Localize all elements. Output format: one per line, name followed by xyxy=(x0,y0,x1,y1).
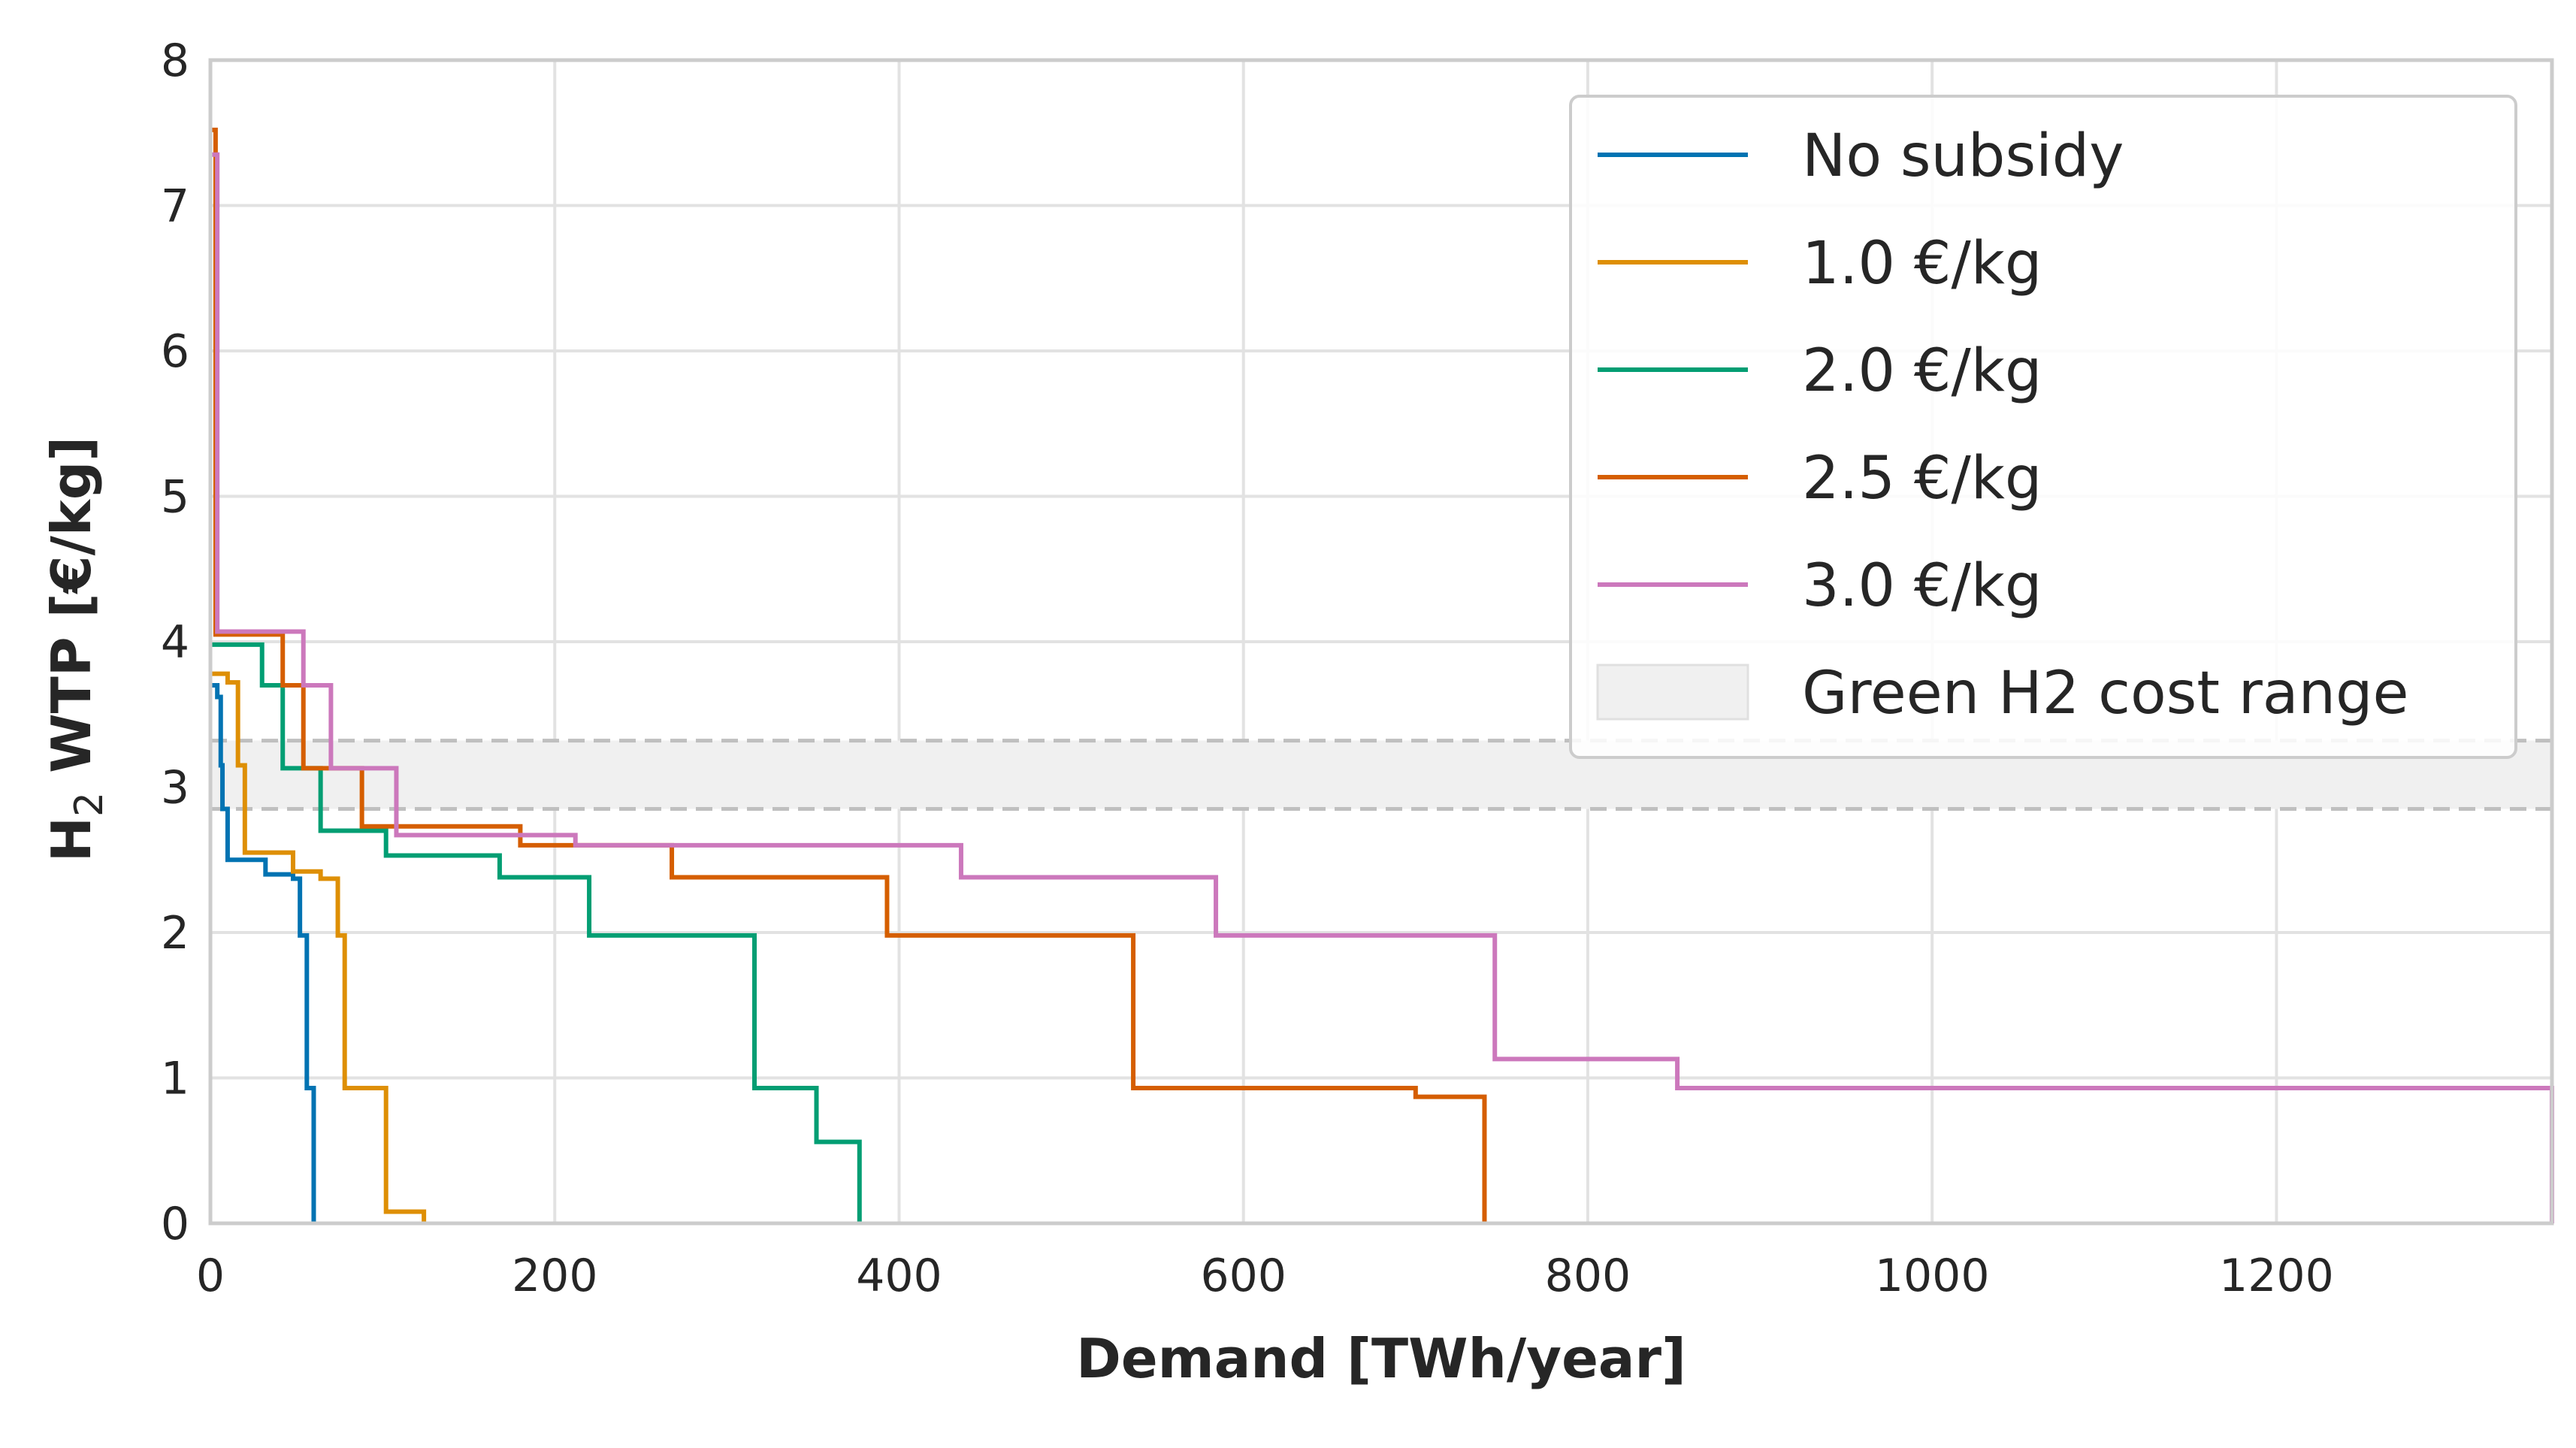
plot-frame xyxy=(208,58,2554,1226)
y-tick-label: 1 xyxy=(161,1053,189,1105)
legend-label: No subsidy xyxy=(1802,122,2124,190)
series-line xyxy=(210,683,316,1223)
legend-label: 3.0 €/kg xyxy=(1802,552,2042,620)
x-tick-label: 1000 xyxy=(1875,1250,1990,1302)
series-line xyxy=(210,671,427,1223)
y-tick-label: 4 xyxy=(161,616,189,669)
legend-box xyxy=(1569,95,2517,759)
series-lines xyxy=(210,127,2554,1223)
y-tick-label: 2 xyxy=(161,907,189,960)
legend: No subsidy 1.0 €/kg 2.0 €/kg 2.5 €/kg 3.0 €/… xyxy=(1569,95,2517,759)
y-axis-title: H2 WTP [€/kg] xyxy=(40,437,112,862)
y-tick-label: 3 xyxy=(161,762,189,815)
legend-label: 1.0 €/kg xyxy=(1802,230,2042,298)
y-tick-label: 6 xyxy=(161,325,189,378)
x-tick-label: 600 xyxy=(1200,1250,1286,1302)
y-tick-label: 8 xyxy=(161,35,189,87)
y-axis-title-subscript: 2 xyxy=(67,792,112,817)
series-line xyxy=(210,152,2554,1223)
y-axis-title-rest: WTP [€/kg] xyxy=(40,437,103,792)
y-tick-label: 5 xyxy=(161,471,189,524)
y-axis-title-main: H xyxy=(40,817,103,862)
x-axis-title: Demand [TWh/year] xyxy=(1076,1327,1686,1390)
x-tick-label: 200 xyxy=(512,1250,598,1302)
series-line xyxy=(210,127,1487,1223)
y-tick-label: 7 xyxy=(161,180,189,233)
legend-label: 2.5 €/kg xyxy=(1802,445,2042,512)
x-tick-label: 800 xyxy=(1545,1250,1631,1302)
x-tick-label: 400 xyxy=(856,1250,942,1302)
x-tick-label: 0 xyxy=(196,1250,225,1302)
legend-label: Green H2 cost range xyxy=(1802,660,2409,727)
x-tick-labels: 0 200 400 600 800 1000 1200 xyxy=(196,1250,2334,1302)
legend-swatch xyxy=(1596,664,1749,721)
y-tick-labels: 0 1 2 3 4 5 6 7 8 xyxy=(161,35,189,1250)
y-tick-label: 0 xyxy=(161,1198,189,1250)
x-tick-label: 1200 xyxy=(2219,1250,2334,1302)
legend-label: 2.0 €/kg xyxy=(1802,337,2042,405)
